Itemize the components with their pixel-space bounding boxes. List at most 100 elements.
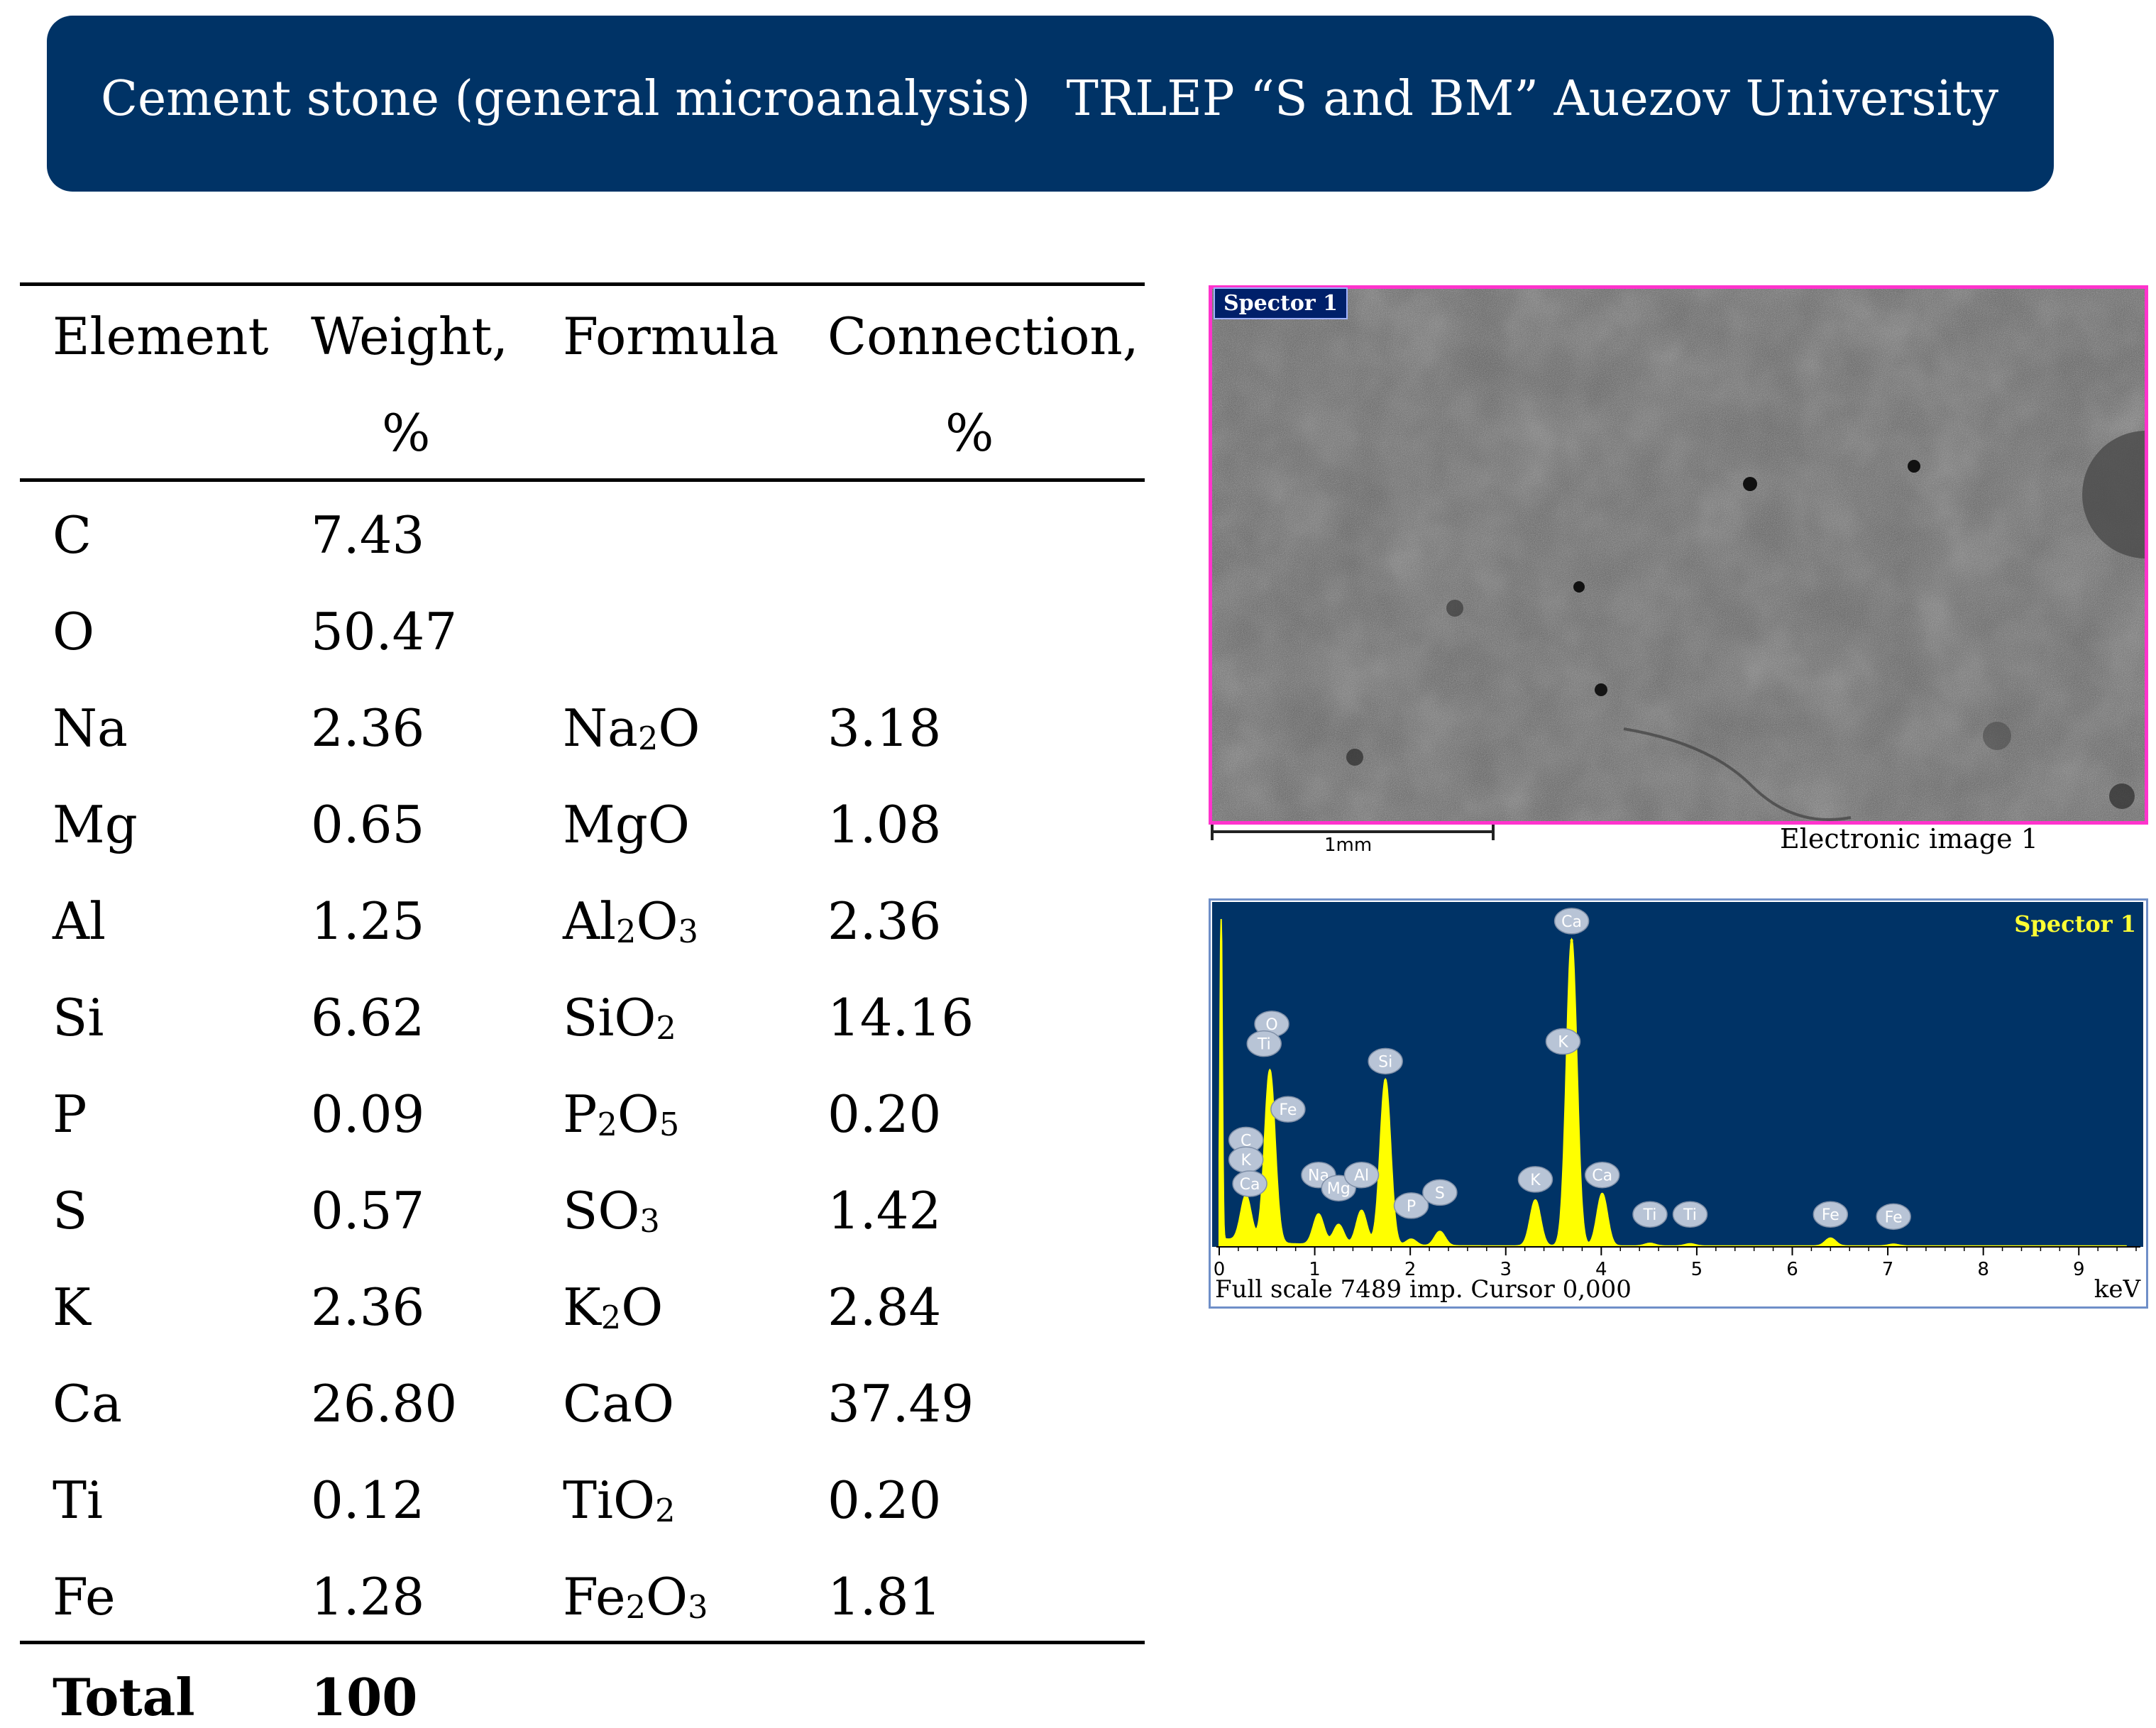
row-connection: 37.49 [827, 1374, 974, 1433]
banner-title: Cement stone (general microanalysis) [101, 71, 1031, 127]
formula-text: TiO [563, 1470, 656, 1530]
formula-subscript: 2 [637, 720, 659, 758]
row-connection: 3.18 [827, 698, 942, 758]
spectrum-peak-ti [1648, 1243, 1651, 1246]
spectrum-peak-fe [1892, 1243, 1896, 1247]
row-element: Mg [53, 795, 138, 854]
formula-subscript: 3 [639, 1203, 660, 1240]
peak-label: C [1241, 1132, 1251, 1150]
row-weight: 0.65 [311, 795, 425, 854]
formula-text: P [563, 1084, 598, 1144]
spectrum-peak-s [1438, 1231, 1441, 1234]
sem-spector-tag: Spector 1 [1214, 287, 1348, 319]
peak-label: Ti [1683, 1206, 1697, 1224]
header-connection: Connection, [827, 307, 1139, 366]
row-element: S [53, 1181, 88, 1240]
peak-label-bubble [1672, 1201, 1708, 1228]
peak-label: Fe [1885, 1209, 1903, 1226]
x-tick-label: 3 [1500, 1259, 1512, 1280]
formula-text: SiO [563, 988, 656, 1047]
row-weight: 2.36 [311, 698, 425, 758]
peak-label: Ti [1643, 1206, 1657, 1224]
peak-label: Si [1378, 1053, 1392, 1071]
spectrum-peak-al [1360, 1210, 1363, 1214]
sem-micrograph [1209, 285, 2148, 825]
row-formula: TiO2 [563, 1475, 675, 1527]
header-weight-unit: % [382, 403, 431, 463]
formula-text: O [636, 891, 678, 951]
peak-label: Ca [1592, 1167, 1612, 1185]
row-connection: 2.84 [827, 1277, 942, 1337]
sem-caption: Electronic image 1 [1780, 823, 2038, 854]
spectrum-peak-c [1244, 1199, 1248, 1203]
peak-label-bubble [1584, 1161, 1620, 1189]
formula-text: O [646, 1567, 688, 1627]
row-connection: 0.20 [827, 1470, 942, 1530]
table-total-rule [20, 1641, 1145, 1644]
peak-label-bubble [1545, 1028, 1581, 1055]
formula-subscript: 3 [678, 913, 698, 951]
peak-label: Al [1354, 1167, 1369, 1185]
peak-label: K [1558, 1034, 1568, 1052]
peak-label: O [1265, 1016, 1277, 1034]
row-element: P [53, 1084, 87, 1144]
peak-label: Ca [1240, 1176, 1260, 1194]
scale-bar-label: 1mm [1324, 835, 1373, 856]
peak-label-bubble [1232, 1170, 1267, 1197]
table-top-rule [20, 282, 1145, 286]
spectrum-background [1212, 902, 2143, 1247]
row-element: Al [53, 891, 106, 951]
spectrum-peak-ca [1570, 939, 1573, 942]
peak-label: Fe [1822, 1206, 1839, 1224]
row-formula: P2O5 [563, 1089, 679, 1144]
formula-text: Na [563, 698, 638, 758]
header-banner: Cement stone (general microanalysis) TRL… [47, 16, 2054, 192]
scale-bar [1211, 830, 1495, 833]
header-formula: Formula [563, 307, 779, 366]
row-weight: 26.80 [311, 1374, 458, 1433]
formula-subscript: 3 [688, 1589, 708, 1627]
x-tick-label: 9 [2073, 1259, 2085, 1280]
spectrum-trace [1219, 918, 2128, 1248]
x-tick-label: 2 [1404, 1259, 1417, 1280]
row-element: Fe [53, 1567, 116, 1627]
row-formula: CaO [563, 1378, 674, 1429]
formula-text: CaO [563, 1374, 675, 1433]
spectrum-peak-p [1409, 1238, 1413, 1242]
row-weight: 0.12 [311, 1470, 425, 1530]
table-header-rule [20, 478, 1145, 482]
eds-spectrum: 0 1 2 3 4 5 6 7 8 9 O Ti Fe C K Ca Na Mg Al Si P S K K Ca Ca Ti Ti F… [1209, 898, 2148, 1309]
banner-affiliation: TRLEP “S and BM” Auezov University [1066, 71, 1998, 127]
formula-subscript: 2 [597, 1106, 617, 1144]
row-connection: 1.42 [827, 1181, 942, 1240]
row-element: K [53, 1277, 91, 1337]
formula-text: O [658, 698, 700, 758]
peak-label-bubble [1553, 908, 1590, 935]
spectrum-peak-ca [1600, 1192, 1604, 1196]
row-weight: 2.36 [311, 1277, 425, 1337]
formula-subscript: 2 [625, 1589, 647, 1627]
header-weight: Weight, [311, 307, 509, 366]
row-element: Si [53, 988, 104, 1047]
row-weight: 7.43 [311, 505, 425, 565]
spectrum-peak-k [1534, 1199, 1537, 1203]
peak-label-bubble [1368, 1047, 1403, 1075]
spectrum-x-unit: keV [2094, 1275, 2140, 1304]
formula-text: O [621, 1277, 664, 1337]
spectrum-peak-na [1316, 1214, 1320, 1218]
header-element: Element [53, 307, 269, 366]
row-element: Ti [53, 1470, 104, 1530]
spectrum-title: Spector 1 [2014, 910, 2136, 937]
formula-text: O [617, 1084, 659, 1144]
formula-subscript: 2 [600, 1299, 622, 1337]
row-element: O [53, 602, 95, 661]
peak-label: Ca [1561, 913, 1582, 931]
total-value: 100 [311, 1667, 418, 1727]
spectrum-peak-mg [1337, 1225, 1341, 1228]
formula-subscript: 2 [656, 1010, 676, 1047]
peak-label: Ti [1257, 1036, 1271, 1054]
x-tick-label: 6 [1786, 1259, 1798, 1280]
peak-label: K [1241, 1152, 1251, 1170]
formula-text: SO [563, 1181, 640, 1240]
spectrum-peak-o [1268, 1072, 1272, 1076]
